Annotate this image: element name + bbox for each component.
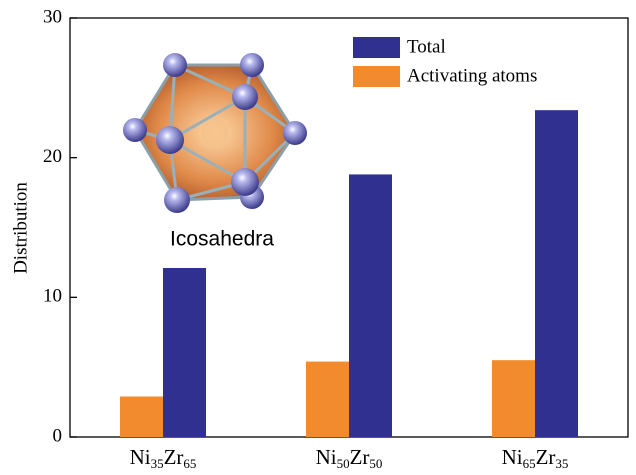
icosahedron-illustration: [123, 53, 307, 213]
y-tick-label: 0: [53, 425, 63, 446]
x-tick-label: Ni65Zr35: [502, 445, 569, 471]
bar: [163, 268, 206, 437]
y-tick-label: 20: [43, 146, 62, 167]
legend-swatch: [353, 37, 400, 58]
y-tick-label: 10: [43, 286, 62, 307]
legend-swatch: [353, 66, 400, 87]
y-axis-label: Distribution: [10, 182, 31, 274]
annotation: Icosahedra: [170, 228, 274, 251]
x-tick-label: Ni50Zr50: [316, 445, 383, 471]
x-tick-label: Ni35Zr65: [130, 445, 197, 471]
bar: [535, 110, 578, 438]
bar: [120, 396, 163, 437]
legend-label: Activating atoms: [407, 65, 537, 86]
bar: [492, 360, 535, 437]
bar: [349, 174, 392, 437]
y-tick-label: 30: [43, 6, 62, 27]
legend-label: Total: [407, 36, 446, 57]
bar: [306, 361, 349, 437]
